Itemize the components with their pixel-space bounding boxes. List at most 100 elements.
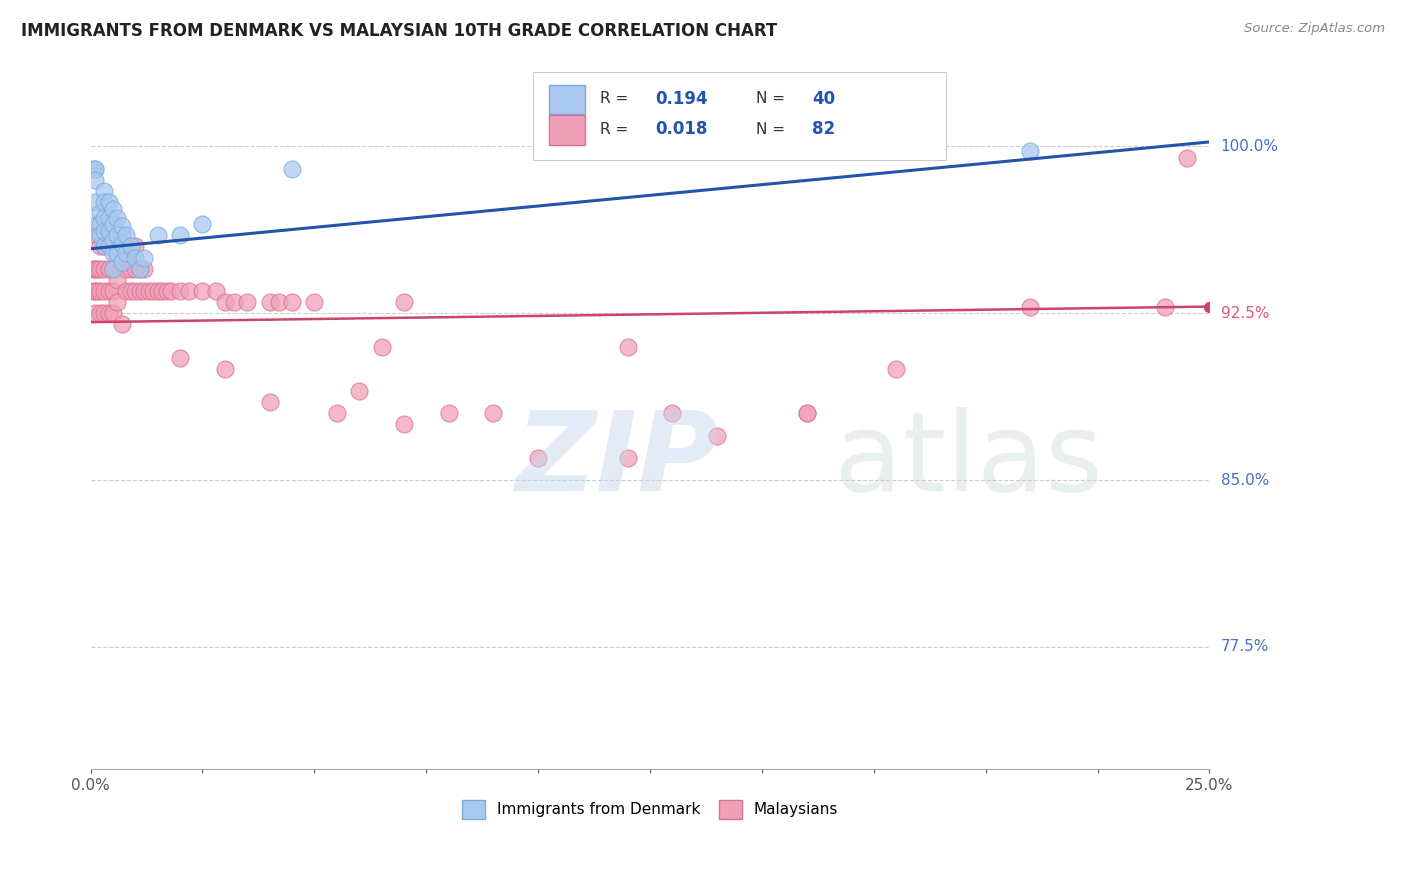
Point — [101, 246, 124, 260]
Point — [392, 295, 415, 310]
Point — [101, 202, 124, 216]
Point — [259, 295, 281, 310]
Point — [150, 284, 173, 298]
Point — [97, 211, 120, 225]
Point — [191, 284, 214, 298]
Point — [1153, 300, 1175, 314]
Point — [84, 228, 107, 243]
Point — [1175, 151, 1198, 165]
Point — [97, 306, 120, 320]
Text: 40: 40 — [813, 90, 835, 108]
Point — [437, 406, 460, 420]
Point — [128, 261, 150, 276]
Point — [191, 217, 214, 231]
Point — [124, 239, 146, 253]
Point — [93, 239, 115, 253]
Point — [267, 295, 290, 310]
Point — [89, 206, 111, 220]
Point — [128, 261, 150, 276]
Point — [111, 237, 134, 252]
Point — [101, 261, 124, 276]
Point — [304, 295, 326, 310]
Point — [97, 224, 120, 238]
Point — [120, 239, 142, 253]
Point — [89, 284, 111, 298]
Point — [89, 261, 111, 276]
Point — [177, 284, 200, 298]
Point — [115, 228, 138, 243]
Point — [482, 406, 505, 420]
Point — [115, 284, 138, 298]
Point — [205, 284, 228, 298]
Point — [97, 239, 120, 253]
Point — [84, 161, 107, 176]
Point — [661, 406, 683, 420]
Point — [115, 251, 138, 265]
Point — [138, 284, 160, 298]
FancyBboxPatch shape — [550, 85, 585, 114]
Point — [93, 239, 115, 253]
Point — [169, 228, 191, 243]
Point — [347, 384, 370, 398]
Point — [796, 406, 818, 420]
Point — [101, 306, 124, 320]
Point — [89, 239, 111, 253]
Point — [169, 351, 191, 365]
Point — [281, 161, 304, 176]
Point — [107, 228, 129, 243]
Point — [101, 217, 124, 231]
Legend: Immigrants from Denmark, Malaysians: Immigrants from Denmark, Malaysians — [456, 794, 845, 825]
Point — [84, 284, 107, 298]
Text: 100.0%: 100.0% — [1220, 139, 1278, 154]
Point — [527, 450, 550, 465]
Point — [107, 246, 129, 260]
Point — [97, 284, 120, 298]
Point — [134, 261, 156, 276]
Point — [111, 228, 134, 243]
Point — [82, 161, 104, 176]
Point — [146, 228, 169, 243]
Point — [82, 284, 104, 298]
Point — [84, 161, 107, 176]
Point — [281, 295, 304, 310]
Point — [169, 284, 191, 298]
Text: R =: R = — [600, 91, 633, 106]
Point — [82, 261, 104, 276]
Point — [146, 284, 169, 298]
Point — [107, 273, 129, 287]
Point — [124, 261, 146, 276]
Point — [97, 261, 120, 276]
Point — [1019, 300, 1042, 314]
Point — [120, 284, 142, 298]
Point — [86, 261, 108, 276]
Point — [101, 261, 124, 276]
Point — [97, 239, 120, 253]
Point — [706, 428, 728, 442]
Point — [111, 251, 134, 265]
Point — [370, 340, 392, 354]
Point — [115, 261, 138, 276]
Point — [142, 284, 165, 298]
Point — [101, 239, 124, 253]
Text: 0.018: 0.018 — [655, 120, 709, 138]
FancyBboxPatch shape — [550, 115, 585, 145]
Text: 85.0%: 85.0% — [1220, 473, 1268, 488]
Point — [128, 284, 150, 298]
Point — [93, 194, 115, 209]
Point — [111, 219, 134, 234]
Point — [222, 295, 245, 310]
Point — [616, 340, 638, 354]
Point — [616, 450, 638, 465]
Text: 0.194: 0.194 — [655, 90, 709, 108]
Point — [134, 284, 156, 298]
Point — [84, 261, 107, 276]
Point — [124, 284, 146, 298]
Point — [884, 362, 907, 376]
Point — [107, 211, 129, 225]
Point — [84, 173, 107, 187]
Text: IMMIGRANTS FROM DENMARK VS MALAYSIAN 10TH GRADE CORRELATION CHART: IMMIGRANTS FROM DENMARK VS MALAYSIAN 10T… — [21, 22, 778, 40]
Point — [84, 306, 107, 320]
Point — [796, 406, 818, 420]
Point — [160, 284, 183, 298]
Point — [1019, 144, 1042, 158]
